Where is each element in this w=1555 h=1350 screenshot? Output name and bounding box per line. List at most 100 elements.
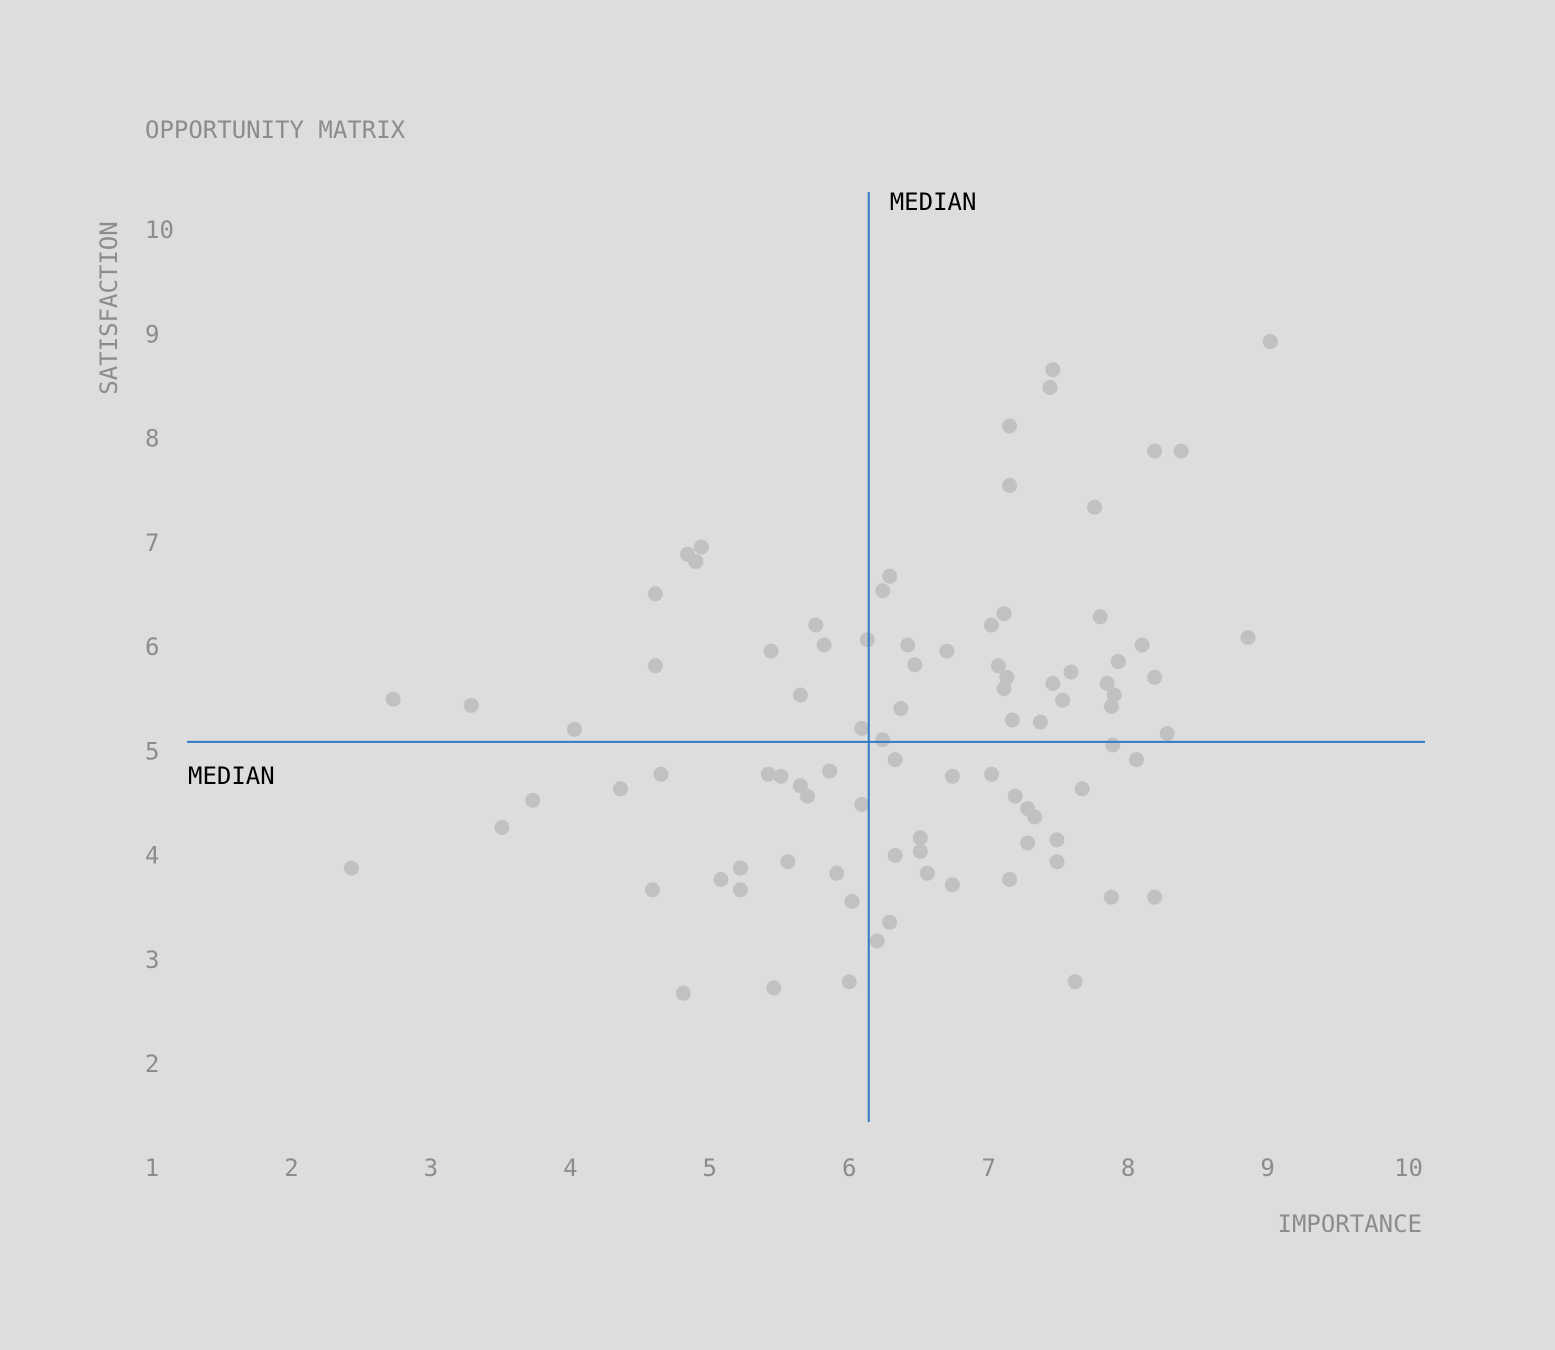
scatter-point	[525, 792, 541, 808]
scatter-point	[996, 681, 1012, 697]
scatter-point	[1110, 654, 1126, 670]
scatter-point	[829, 865, 845, 881]
scatter-point	[944, 877, 960, 893]
chart-title: OPPORTUNITY MATRIX	[145, 116, 406, 144]
scatter-point	[1099, 676, 1115, 691]
scatter-point	[854, 720, 870, 736]
x-tick-label: 8	[1121, 1154, 1135, 1182]
scatter-point	[1103, 889, 1119, 905]
median-x-label: MEDIAN	[890, 188, 977, 216]
y-tick-label: 9	[145, 320, 159, 348]
scatter-point	[939, 643, 955, 659]
scatter-point	[675, 985, 691, 1001]
scatter-point	[1147, 889, 1163, 905]
x-tick-label: 5	[703, 1154, 717, 1182]
scatter-point	[1129, 752, 1144, 768]
scatter-point	[882, 914, 898, 930]
scatter-point	[773, 768, 789, 784]
scatter-point	[1134, 637, 1150, 653]
scatter-point	[919, 865, 935, 881]
x-tick-label: 3	[424, 1154, 438, 1182]
y-tick-label: 8	[145, 425, 159, 453]
scatter-point	[799, 788, 815, 804]
scatter-point	[816, 637, 832, 653]
scatter-point	[463, 697, 479, 713]
scatter-point	[887, 752, 903, 768]
scatter-point	[869, 933, 885, 949]
scatter-points	[343, 334, 1278, 1001]
scatter-point	[887, 848, 903, 863]
scatter-point	[1240, 630, 1256, 646]
scatter-point	[1032, 714, 1048, 730]
y-tick-label: 5	[145, 737, 159, 765]
scatter-point	[1045, 362, 1061, 378]
scatter-point	[567, 721, 582, 737]
scatter-point	[1045, 676, 1061, 691]
y-tick-labels: 2 3 4 5 6 7 8 9 10	[145, 216, 174, 1078]
y-tick-label: 2	[145, 1050, 159, 1078]
scatter-point	[733, 860, 748, 876]
scatter-point	[841, 974, 857, 990]
scatter-point	[1159, 726, 1175, 742]
scatter-point	[822, 763, 838, 779]
scatter-point	[1092, 609, 1108, 625]
y-tick-label: 7	[145, 529, 159, 557]
y-tick-label: 6	[145, 633, 159, 661]
scatter-point	[984, 617, 999, 633]
scatter-point	[766, 980, 782, 996]
scatter-point	[1103, 699, 1119, 714]
scatter-point	[912, 843, 928, 859]
x-tick-label: 7	[981, 1154, 995, 1182]
scatter-point	[780, 854, 796, 870]
scatter-point	[1002, 872, 1018, 887]
scatter-point	[1067, 974, 1083, 990]
scatter-point	[996, 606, 1012, 622]
scatter-point	[494, 819, 510, 835]
scatter-point	[1042, 380, 1058, 395]
scatter-point	[1147, 443, 1163, 459]
scatter-point	[1147, 669, 1163, 685]
scatter-point	[713, 872, 729, 887]
x-tick-label: 4	[563, 1154, 577, 1182]
scatter-point	[1063, 664, 1079, 680]
scatter-point	[1020, 835, 1036, 851]
scatter-point	[613, 781, 628, 797]
scatter-point	[647, 586, 663, 602]
scatter-point	[645, 882, 661, 898]
scatter-point	[893, 701, 909, 716]
scatter-point	[385, 691, 401, 707]
scatter-point	[1049, 832, 1065, 848]
scatter-point	[912, 830, 928, 846]
scatter-point	[854, 797, 870, 812]
y-tick-label: 3	[145, 946, 159, 974]
scatter-point	[1106, 687, 1122, 703]
x-tick-label: 6	[842, 1154, 856, 1182]
scatter-point	[343, 860, 359, 876]
scatter-point	[875, 583, 891, 599]
scatter-point	[1007, 788, 1023, 804]
scatter-point	[999, 669, 1015, 685]
x-tick-label: 9	[1260, 1154, 1274, 1182]
scatter-point	[1173, 443, 1189, 459]
scatter-point	[859, 632, 875, 648]
scatter-point	[693, 539, 709, 555]
y-axis-label: SATISFACTION	[95, 221, 123, 394]
x-tick-labels: 1 2 3 4 5 6 7 8 9 10	[145, 1154, 1423, 1182]
x-axis-label: IMPORTANCE	[1278, 1210, 1423, 1238]
scatter-point	[1002, 478, 1018, 493]
y-tick-label: 4	[145, 842, 159, 870]
x-tick-label: 1	[145, 1154, 159, 1182]
scatter-point	[1055, 692, 1071, 708]
x-tick-label: 2	[284, 1154, 298, 1182]
scatter-point	[808, 617, 824, 633]
scatter-point	[1004, 712, 1020, 728]
x-tick-label: 10	[1394, 1154, 1423, 1182]
scatter-point	[763, 643, 779, 659]
scatter-point	[900, 637, 916, 653]
scatter-point	[882, 568, 898, 584]
median-y-label: MEDIAN	[188, 762, 275, 790]
scatter-point	[760, 766, 776, 782]
y-tick-label: 10	[145, 216, 174, 244]
scatter-point	[1262, 334, 1278, 350]
